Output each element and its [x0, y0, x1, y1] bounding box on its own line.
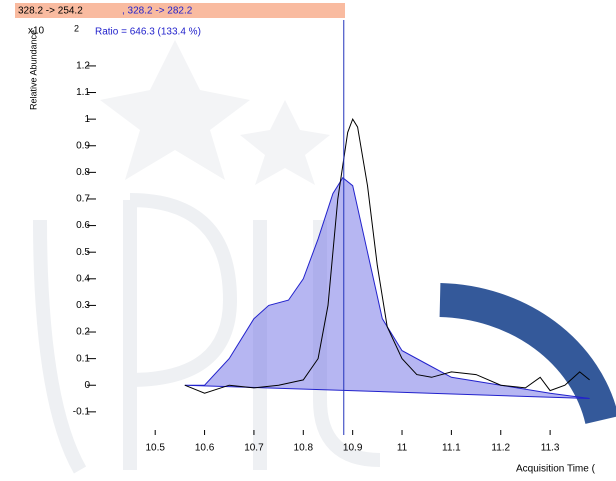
y-tick-label: 0.4 [76, 273, 90, 284]
decor-arc [439, 283, 616, 425]
exponent: 2 [74, 23, 79, 33]
y-tick-label: 1.1 [76, 87, 90, 98]
header-bar [15, 3, 345, 18]
y-tick-label: 0.8 [76, 167, 90, 178]
y-tick-label: 1.2 [76, 61, 90, 72]
line-series [184, 117, 590, 394]
y-tick-label: 0.1 [76, 353, 90, 364]
y-tick-label: -0.1 [73, 406, 91, 417]
y-tick-label: 0 [84, 380, 90, 391]
y-tick-label: 1 [84, 114, 90, 125]
x-tick-label: 10.9 [343, 443, 363, 454]
quantifier-label: 328.2 -> 254.2 [18, 6, 83, 17]
ratio-annotation: Ratio = 646.3 (133.4 %) [95, 27, 201, 38]
x-axis-label: Acquisition Time ( [516, 464, 596, 475]
x-tick-label: 10.6 [195, 443, 215, 454]
x-tick-label: 10.5 [145, 443, 165, 454]
plot-area: -0.100.10.20.30.40.50.60.70.80.911.11.21… [73, 20, 590, 454]
y-tick-label: 0.5 [76, 247, 90, 258]
y-tick-label: 0.6 [76, 220, 90, 231]
qualifier-label: , 328.2 -> 282.2 [122, 6, 193, 17]
y-tick-label: 0.7 [76, 194, 90, 205]
x-tick-label: 10.7 [244, 443, 264, 454]
x-tick-label: 11 [397, 443, 408, 454]
exponent-base: x10 [28, 26, 45, 37]
x-tick-label: 11.2 [491, 443, 510, 454]
x-tick-label: 11.3 [541, 443, 560, 454]
x-tick-label: 10.8 [294, 443, 314, 454]
y-tick-label: 0.3 [76, 300, 90, 311]
y-tick-label: 0.9 [76, 140, 90, 151]
area-series [184, 176, 590, 399]
x-tick-label: 11.1 [442, 443, 461, 454]
y-axis-label: Relative Abundance [28, 30, 38, 110]
y-tick-label: 0.2 [76, 327, 90, 338]
